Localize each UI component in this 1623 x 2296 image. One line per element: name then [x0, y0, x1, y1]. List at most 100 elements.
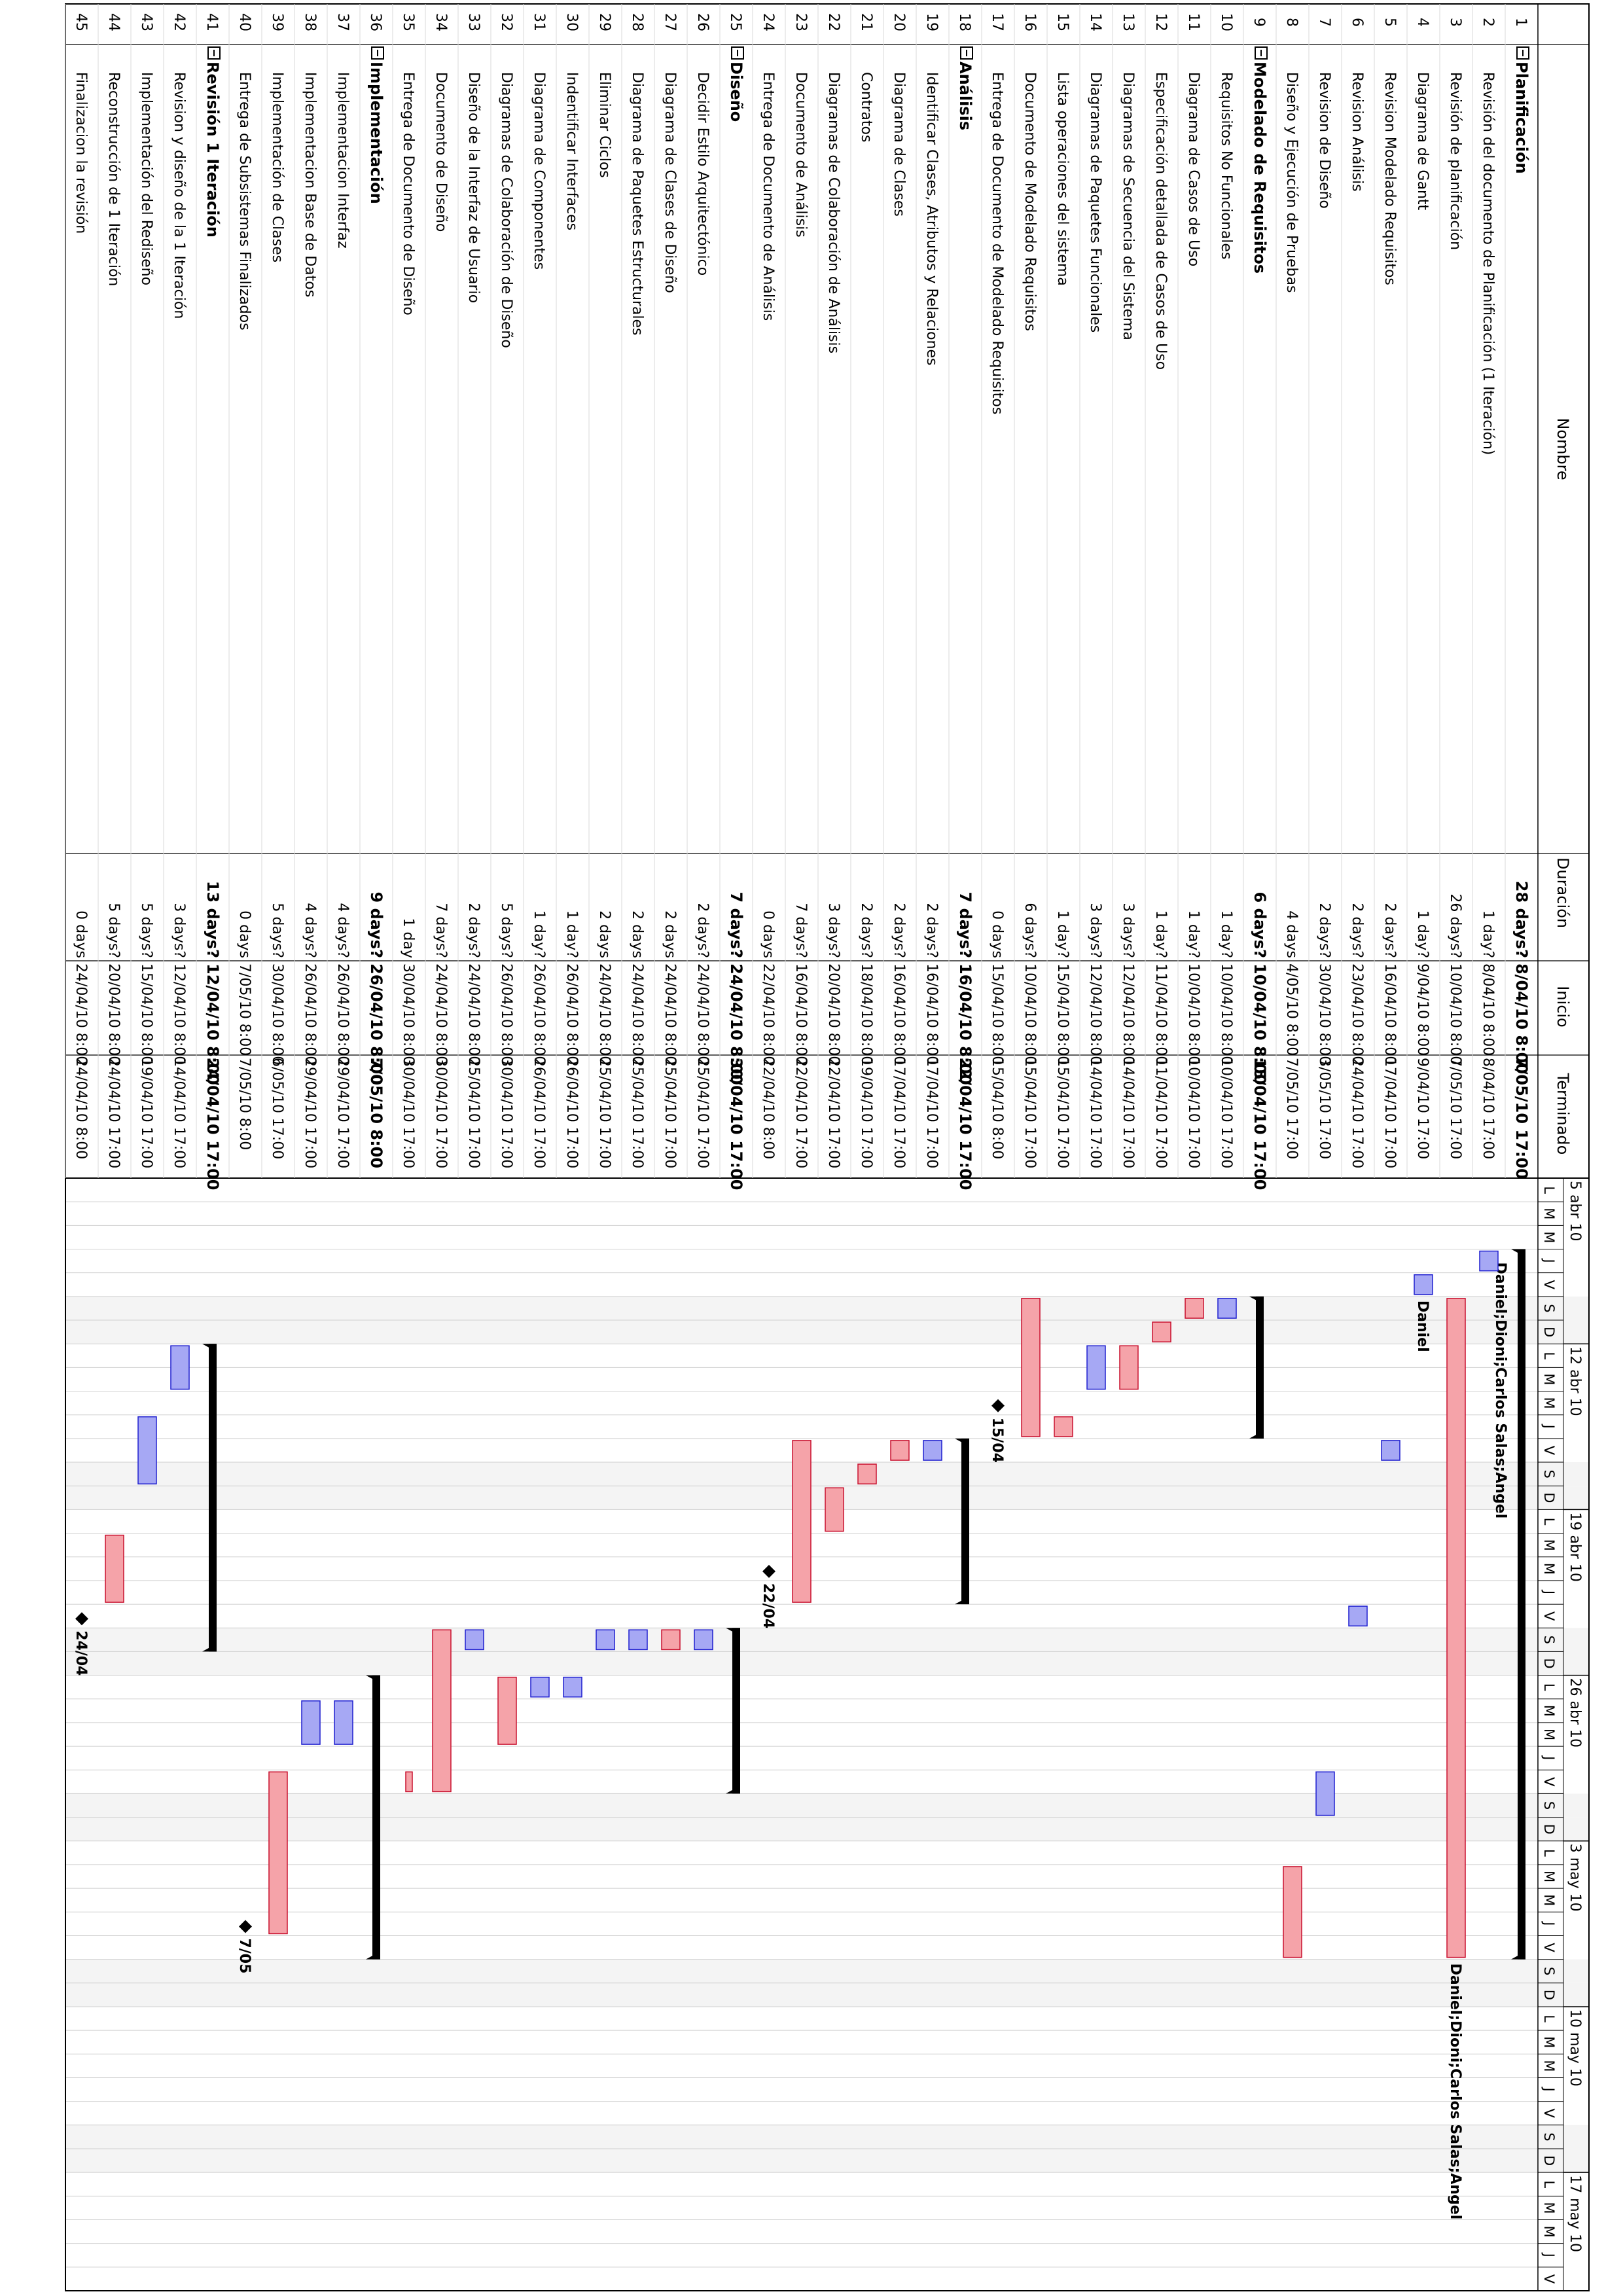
task-duration: 2 days?: [694, 903, 711, 958]
day-letter: S: [1541, 1967, 1557, 1975]
task-duration: 0 days: [989, 910, 1005, 958]
task-bar-red: [405, 1771, 413, 1793]
task-duration: 7 days?: [793, 903, 809, 958]
task-start: 24/04/10 8:00: [662, 963, 678, 1065]
task-bar-blue: [301, 1700, 321, 1745]
task-duration: 2 days: [596, 910, 613, 958]
task-duration: 9 days?: [367, 891, 385, 958]
task-bar-red: [105, 1534, 124, 1603]
week-label: 5 abr 10: [1567, 1181, 1583, 1241]
task-duration: 1 day?: [1054, 910, 1071, 958]
task-bar-blue: [1381, 1440, 1400, 1461]
task-bar-red: [792, 1440, 812, 1603]
task-id: 3: [1447, 18, 1463, 27]
task-duration: 7 days?: [727, 891, 745, 958]
task-end: 17/04/10 17:00: [923, 1058, 940, 1168]
day-letter: S: [1541, 1469, 1557, 1478]
task-id: 22: [825, 13, 842, 31]
task-name: Implementacion Interfaz: [334, 72, 351, 249]
task-duration: 1 day?: [1185, 910, 1202, 958]
task-end: 10/04/10 17:00: [1218, 1058, 1234, 1168]
day-letter: V: [1541, 1611, 1557, 1621]
week-label: 26 abr 10: [1567, 1678, 1583, 1748]
week-label: 17 may 10: [1567, 2175, 1583, 2252]
task-bar-red: [1054, 1416, 1073, 1437]
task-name: Implementación de Clases: [269, 72, 285, 262]
task-name: Lista operaciones del sistema: [1054, 72, 1071, 286]
task-start: 16/04/10 8:00: [891, 963, 907, 1065]
day-letter: V: [1541, 1446, 1557, 1456]
task-duration: 2 days?: [1349, 903, 1365, 958]
task-duration: 6 days?: [1251, 891, 1269, 958]
task-start: 30/04/10 8:00: [1316, 963, 1332, 1065]
task-duration: 2 days?: [1382, 903, 1398, 958]
task-name: Diseño de la Interfaz de Usuario: [465, 72, 482, 303]
task-bar-red: [1185, 1298, 1204, 1319]
task-id: 44: [105, 13, 122, 31]
task-name: Planificación: [1512, 62, 1531, 174]
task-end: 15/04/10 17:00: [1022, 1058, 1038, 1168]
weekend-column: [65, 1982, 1589, 2007]
task-id: 12: [1152, 13, 1169, 31]
task-name: Diagramas de Secuencia del Sistema: [1120, 72, 1136, 340]
day-letter: S: [1541, 1801, 1557, 1810]
task-end: 25/04/10 17:00: [465, 1058, 482, 1168]
task-duration: 28 days?: [1512, 881, 1531, 958]
task-end: 29/04/10 17:00: [302, 1058, 318, 1168]
day-letter: M: [1541, 2036, 1557, 2048]
weekend-column: [65, 1296, 1589, 1321]
task-name: Revisión de planificación: [1447, 72, 1463, 250]
task-start: 16/04/10 8:00: [1382, 963, 1398, 1065]
week-label: 12 abr 10: [1567, 1346, 1583, 1416]
task-id: 10: [1218, 13, 1234, 31]
milestone-diamond: [239, 1920, 252, 1933]
day-letter: V: [1541, 1280, 1557, 1290]
task-start: 10/04/10 8:00: [1447, 963, 1463, 1065]
task-end: 30/04/10 17:00: [498, 1058, 514, 1168]
task-bar-blue: [334, 1700, 353, 1745]
task-name: Revision Análisis: [1349, 72, 1365, 192]
day-letter: M: [1541, 1563, 1557, 1575]
milestone-diamond: [991, 1399, 1005, 1412]
task-end: 25/04/10 17:00: [662, 1058, 678, 1168]
task-start: 12/04/10 8:00: [204, 963, 222, 1085]
task-duration: 4 days?: [334, 903, 351, 958]
task-start: 24/04/10 8:00: [629, 963, 645, 1065]
task-duration: 0 days: [236, 910, 253, 958]
task-id: 45: [73, 13, 89, 31]
task-bar-blue: [1086, 1345, 1106, 1390]
task-bar-red: [661, 1629, 681, 1651]
task-id: 32: [498, 13, 514, 31]
task-end: 14/04/10 17:00: [1120, 1058, 1136, 1168]
task-id: 30: [563, 13, 580, 31]
day-letter: J: [1541, 1257, 1557, 1263]
task-name: Diagrama de Paquetes Estructurales: [629, 72, 645, 336]
summary-bar-cap: [726, 1785, 740, 1794]
task-name: Diagrama de Clases de Diseño: [662, 72, 678, 293]
task-start: 26/04/10 8:00: [302, 963, 318, 1065]
task-id: 38: [302, 13, 318, 31]
task-id: 9: [1251, 18, 1267, 27]
task-start: 11/04/10 8:00: [1152, 963, 1169, 1065]
task-bar-blue: [596, 1629, 615, 1651]
task-name: Revisión del documento de Planificación …: [1480, 72, 1496, 455]
summary-bar-cap: [726, 1628, 740, 1636]
task-start: 15/04/10 8:00: [989, 963, 1005, 1065]
task-start: 12/04/10 8:00: [171, 963, 187, 1065]
task-name: Revision Modelado Requisitos: [1382, 72, 1398, 285]
task-bar-red: [268, 1771, 288, 1935]
task-name: Diagrama de Gantt: [1414, 72, 1431, 211]
weekend-column: [65, 2148, 1589, 2173]
task-end: 14/04/10 17:00: [1087, 1058, 1103, 1168]
task-end: 24/04/10 8:00: [73, 1058, 89, 1159]
task-bar-blue: [563, 1676, 582, 1698]
task-duration: 1 day?: [1152, 910, 1169, 958]
task-bar-red: [497, 1676, 517, 1745]
day-letter: D: [1541, 1990, 1557, 2000]
day-letter: L: [1541, 2180, 1557, 2188]
weekend-column: [65, 2125, 1589, 2149]
task-duration: 26 days?: [1447, 893, 1463, 958]
task-duration: 2 days?: [465, 903, 482, 958]
day-letter: S: [1541, 1636, 1557, 1644]
task-name: Documento de Modelado Requisitos: [1022, 72, 1038, 331]
